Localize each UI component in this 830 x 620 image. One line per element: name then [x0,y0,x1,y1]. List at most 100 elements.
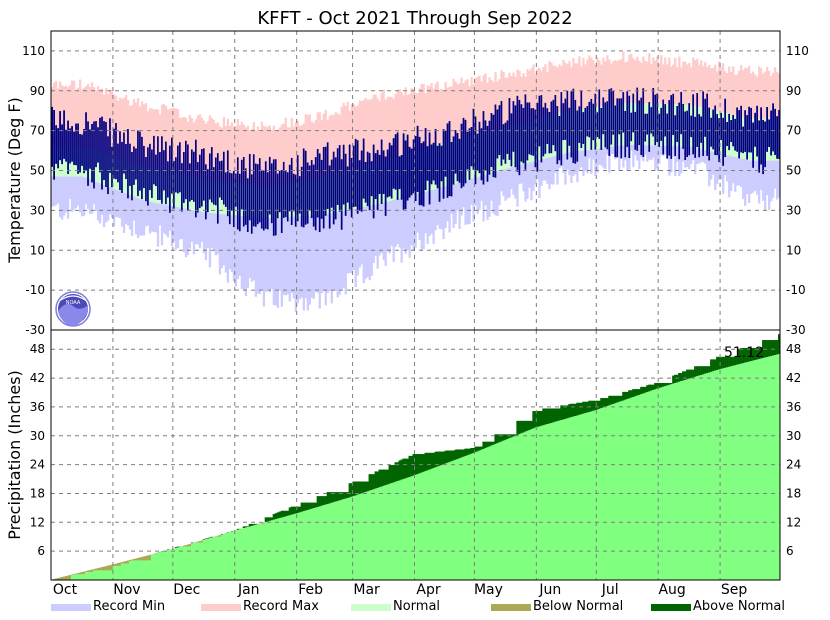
normal-precip-bar [426,470,429,580]
record-min-bar [118,191,122,219]
above-normal-bar [758,347,761,360]
above-normal-bar [750,347,753,362]
normal-precip-bar [756,359,759,580]
normal-precip-bar [578,414,581,580]
above-normal-bar [650,384,653,391]
below-normal-bar [124,561,128,564]
record-max-bar [766,67,769,119]
normal-precip-bar [116,565,120,580]
normal-precip-bar [208,538,212,580]
above-normal-bar [362,481,365,493]
record-min-bar [748,160,751,204]
normal-precip-bar [698,375,701,580]
normal-precip-bar [172,549,176,580]
observed-temp-bar [358,160,361,211]
below-normal-bar [154,553,158,555]
normal-precip-bar [524,431,527,580]
above-normal-bar [732,356,735,366]
above-normal-bar [270,517,273,521]
normal-precip-bar [362,492,365,580]
observed-temp-bar [258,158,261,223]
precip-tick-right: 36 [786,400,801,414]
observed-temp-bar [380,139,383,204]
record-max-bar [544,64,547,117]
observed-temp-bar [119,131,121,191]
record-min-bar [476,177,479,214]
normal-precip-bar [180,546,184,580]
normal-precip-bar [668,384,671,580]
record-min-bar [148,201,152,234]
observed-temp-bar [171,137,173,194]
normal-precip-bar [572,416,575,580]
above-normal-bar [452,450,455,461]
record-min-bar [52,176,56,207]
record-max-bar [596,57,599,107]
observed-temp-bar [622,92,625,133]
record-max-bar [712,67,715,111]
above-normal-bar [388,465,391,484]
record-min-bar [166,205,170,238]
record-max-bar [478,75,481,134]
normal-precip-bar [708,372,711,580]
normal-precip-bar [748,361,751,580]
observed-temp-bar [404,140,407,210]
observed-temp-bar [422,141,425,207]
observed-temp-bar [592,103,595,141]
normal-precip-bar [302,511,305,580]
observed-temp-bar [412,139,415,194]
record-max-bar [768,70,771,119]
record-max-bar [206,121,210,179]
observed-temp-bar [71,126,73,162]
record-max-bar [462,83,465,138]
record-max-bar [94,90,98,151]
record-max-bar [696,58,699,107]
observed-temp-bar [252,154,255,227]
record-min-bar [136,198,140,239]
record-min-bar [644,145,647,156]
above-normal-bar [374,471,377,489]
observed-temp-bar [534,109,537,168]
observed-temp-bar [506,120,509,154]
record-min-bar [652,145,655,158]
normal-precip-bar [702,374,705,580]
observed-temp-bar [520,104,523,162]
above-normal-bar [736,356,739,365]
record-min-bar [172,206,176,242]
observed-temp-bar [624,110,627,158]
normal-precip-bar [428,469,431,580]
observed-temp-bar [440,145,443,182]
below-normal-bar [130,559,134,561]
observed-temp-bar [139,131,141,191]
record-min-bar [76,176,80,206]
below-normal-bar [80,572,84,575]
above-normal-bar [290,506,293,515]
observed-temp-bar [768,119,771,148]
above-normal-bar [416,454,419,475]
above-normal-bar [350,483,353,497]
observed-temp-bar [354,138,357,207]
normal-precip-bar [714,370,717,580]
observed-temp-bar [125,143,127,180]
observed-temp-bar [704,98,707,137]
normal-precip-bar [284,516,287,580]
record-max-bar [410,88,413,153]
normal-precip-bar [614,403,617,580]
record-max-bar [652,57,655,104]
record-max-bar [764,71,767,119]
above-normal-bar [366,481,369,492]
above-normal-bar [308,502,311,510]
record-min-bar [612,146,615,155]
normal-precip-bar [264,522,268,580]
record-max-bar [504,77,507,127]
above-normal-bar [502,434,505,441]
observed-temp-bar [734,118,737,151]
normal-precip-bar [306,510,309,580]
observed-temp-bar [173,161,175,209]
normal-precip-bar [126,563,130,580]
observed-temp-bar [161,136,163,204]
normal-precip-bar [520,433,523,580]
record-min-bar [112,188,116,227]
observed-temp-bar [492,114,495,178]
record-min-bar [268,218,271,293]
normal-precip-bar [238,529,242,580]
